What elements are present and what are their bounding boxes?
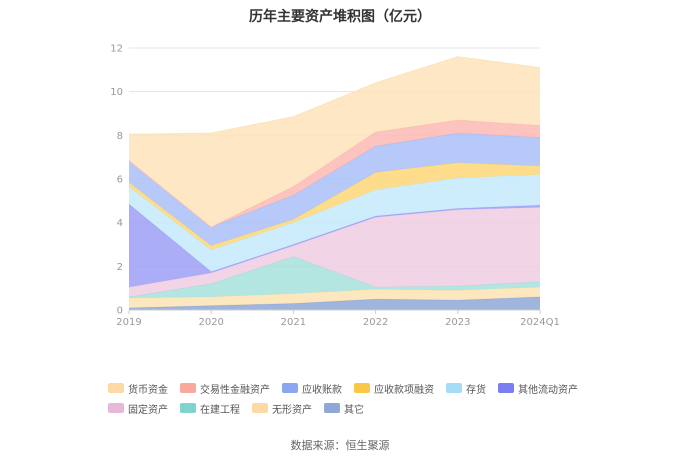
legend-swatch	[498, 383, 514, 393]
y-tick-label: 0	[117, 306, 123, 317]
area-series-存货	[129, 174, 540, 272]
area-series-应收账款	[129, 133, 540, 246]
legend-row: 货币资金 交易性金融资产 应收账款 应收款项融资 存货 其他流动资产	[108, 378, 588, 398]
y-tick-label: 10	[110, 87, 123, 98]
series-line-货币资金	[128, 56, 541, 135]
legend-swatch	[108, 403, 124, 413]
area-series-在建工程	[129, 256, 540, 298]
legend-item[interactable]: 货币资金	[108, 381, 168, 396]
legend-item[interactable]: 固定资产	[108, 401, 168, 416]
y-tick-label: 12	[110, 44, 123, 55]
area-series-固定资产	[129, 207, 540, 297]
chart-title: 历年主要资产堆积图（亿元）	[249, 9, 431, 25]
legend-item[interactable]: 存货	[446, 381, 486, 396]
area-series-货币资金	[129, 56, 540, 228]
y-tick-label: 2	[117, 262, 123, 273]
x-tick-label: 2023	[445, 317, 470, 328]
legend-label: 固定资产	[128, 404, 168, 416]
legend-label: 应收款项融资	[374, 384, 434, 396]
legend: 货币资金 交易性金融资产 应收账款 应收款项融资 存货 其他流动资产固定资产 在建工程 无形资…	[108, 378, 588, 418]
legend-swatch	[354, 383, 370, 393]
legend-item[interactable]: 应收款项融资	[354, 381, 434, 396]
y-tick-label: 6	[117, 175, 123, 186]
legend-label: 其他流动资产	[518, 384, 578, 396]
legend-item[interactable]: 在建工程	[180, 401, 240, 416]
legend-swatch	[180, 403, 196, 413]
stacked-area-chart: 0 2 4 6 8 10 12 2019 2020 2021 2022 2023 2024Q1	[110, 44, 560, 329]
legend-label: 其它	[344, 404, 364, 416]
legend-item[interactable]: 无形资产	[252, 401, 312, 416]
area-series-其他流动资产	[129, 204, 540, 288]
legend-row: 固定资产 在建工程 无形资产 其它	[108, 398, 588, 418]
legend-label: 货币资金	[128, 384, 168, 396]
x-tick-label: 2019	[116, 317, 141, 328]
source-note: 数据来源：恒生聚源	[290, 439, 390, 452]
x-tick-label: 2022	[363, 317, 388, 328]
legend-swatch	[180, 383, 196, 393]
legend-swatch	[324, 403, 340, 413]
y-tick-label: 4	[117, 218, 123, 229]
legend-label: 存货	[466, 384, 486, 396]
legend-swatch	[108, 383, 124, 393]
area-series	[128, 56, 541, 310]
x-tick-label: 2024Q1	[520, 317, 560, 328]
legend-swatch	[252, 403, 268, 413]
legend-item[interactable]: 应收账款	[282, 381, 342, 396]
legend-item[interactable]: 交易性金融资产	[180, 381, 270, 396]
area-series-无形资产	[129, 287, 540, 308]
area-series-交易性金融资产	[129, 120, 540, 228]
legend-item[interactable]: 其它	[324, 401, 364, 416]
legend-label: 交易性金融资产	[200, 384, 270, 396]
legend-swatch	[446, 383, 462, 393]
legend-label: 在建工程	[200, 404, 240, 416]
y-tick-label: 8	[117, 131, 123, 142]
x-tick-label: 2020	[198, 317, 223, 328]
legend-label: 无形资产	[272, 404, 312, 416]
x-tick-label: 2021	[281, 317, 306, 328]
legend-item[interactable]: 其他流动资产	[498, 381, 578, 396]
axes: 0 2 4 6 8 10 12 2019 2020 2021 2022 2023 2024Q1	[110, 44, 560, 329]
legend-label: 应收账款	[302, 384, 342, 396]
series-line-应收款项融资	[128, 162, 541, 247]
legend-swatch	[282, 383, 298, 393]
